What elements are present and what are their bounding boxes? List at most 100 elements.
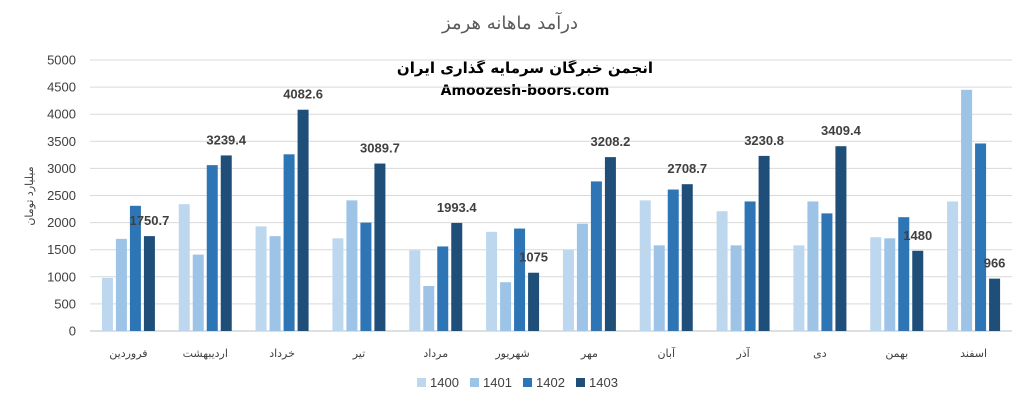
bar-1402	[283, 154, 295, 331]
data-label: 1750.7	[130, 213, 170, 228]
gridlines	[90, 59, 1012, 332]
bar-1400	[101, 277, 113, 331]
bar-1401	[884, 238, 896, 331]
y-tick-label: 500	[54, 296, 76, 311]
bar-1402	[975, 143, 987, 331]
y-tick-label: 3500	[47, 134, 76, 149]
data-label: 966	[984, 256, 1006, 271]
category-label: شهریور	[494, 347, 529, 360]
bar-1403	[681, 184, 693, 331]
bar-1400	[255, 226, 267, 331]
category-label: خرداد	[269, 347, 295, 360]
category-label: آذر	[735, 346, 750, 360]
bar-1401	[269, 236, 281, 331]
data-label: 2708.7	[667, 161, 707, 176]
data-label: 1480	[903, 228, 932, 243]
y-tick-label: 1500	[47, 242, 76, 257]
bar-1403	[220, 155, 232, 331]
bar-1402	[206, 165, 218, 331]
data-label: 1075	[519, 250, 548, 265]
bar-1400	[178, 204, 190, 331]
category-label: فروردین	[109, 347, 147, 360]
y-tick-label: 2000	[47, 215, 76, 230]
category-label: مهر	[580, 347, 598, 360]
bar-1401	[500, 282, 512, 331]
bar-1400	[562, 249, 574, 331]
y-tick-label: 1000	[47, 269, 76, 284]
data-label: 3230.8	[744, 133, 784, 148]
legend-swatch-1401	[470, 378, 479, 387]
category-label: اسفند	[960, 347, 987, 360]
bar-1402	[129, 205, 141, 331]
bar-1400	[870, 237, 882, 331]
bar-1401	[115, 238, 127, 331]
bar-1401	[423, 286, 435, 331]
legend-swatch-1403	[576, 378, 585, 387]
bar-1400	[793, 245, 805, 331]
legend-label: 1400	[430, 375, 459, 390]
y-tick-label: 4000	[47, 107, 76, 122]
category-label: بهمن	[885, 347, 908, 360]
bar-1401	[807, 201, 819, 331]
bar-1403	[758, 155, 770, 331]
bar-1401	[961, 89, 973, 331]
data-label: 3239.4	[206, 132, 247, 147]
bar-1403	[989, 278, 1001, 331]
legend-label: 1403	[589, 375, 618, 390]
data-label: 4082.6	[283, 87, 323, 102]
bar-1403	[374, 163, 386, 331]
legend-swatch-1402	[523, 378, 532, 387]
bar-1402	[590, 181, 602, 331]
bar-1403	[604, 157, 616, 331]
y-tick-label: 3000	[47, 161, 76, 176]
bar-1403	[912, 250, 924, 331]
bar-1402	[898, 217, 910, 331]
bar-1401	[576, 223, 588, 331]
bar-1402	[667, 189, 679, 331]
data-label: 3208.2	[591, 134, 631, 149]
category-labels: فروردین اردیبهشت خرداد تیر مرداد شهریور مهر آبا…	[109, 346, 987, 360]
bar-1403	[528, 272, 540, 331]
bar-1402	[821, 213, 833, 331]
bar-1400	[332, 238, 344, 331]
bar-1401	[730, 245, 742, 331]
category-label: آبان	[657, 346, 675, 360]
bar-1400	[947, 201, 959, 331]
bar-1403	[143, 236, 155, 331]
bar-1402	[360, 222, 372, 331]
y-axis-ticks: 0 500 1000 1500 2000 2500 3000 3500 4000 4500 5000	[47, 53, 76, 339]
category-label: اردیبهشت	[183, 347, 228, 360]
bar-1402	[744, 201, 756, 331]
chart-title: درآمد ماهانه هرمز	[441, 11, 578, 34]
bar-1403	[835, 146, 847, 331]
watermark-line2: Amoozesh-boors.com	[441, 83, 610, 99]
legend-swatch-1400	[417, 378, 426, 387]
data-label: 1993.4	[437, 200, 478, 215]
data-label: 3089.7	[360, 141, 400, 156]
y-axis-label: میلیارد تومان	[23, 166, 36, 225]
legend: 1400 1401 1402 1403	[417, 375, 618, 390]
y-tick-label: 5000	[47, 53, 76, 68]
category-label: تیر	[352, 347, 365, 360]
bars	[101, 89, 1001, 331]
bar-1403	[297, 109, 309, 331]
bar-1401	[653, 245, 665, 331]
data-labels: 1750.7 3239.4 4082.6 3089.7 1993.4 1075 3208.2…	[130, 87, 1006, 271]
bar-1400	[486, 231, 498, 331]
bar-1403	[451, 222, 463, 331]
y-tick-label: 4500	[47, 80, 76, 95]
data-label: 3409.4	[821, 123, 862, 138]
legend-label: 1402	[536, 375, 565, 390]
category-label: دی	[813, 347, 827, 360]
bar-1401	[346, 200, 358, 331]
bar-1402	[437, 246, 449, 331]
y-tick-label: 0	[69, 324, 76, 339]
y-tick-label: 2500	[47, 188, 76, 203]
watermark-line1: انجمن خبرگان سرمایه گذاری ایران	[397, 59, 653, 77]
category-label: مرداد	[423, 347, 448, 360]
bar-1400	[716, 211, 728, 331]
bar-1402	[514, 228, 526, 331]
bar-1401	[192, 254, 204, 331]
legend-label: 1401	[483, 375, 512, 390]
